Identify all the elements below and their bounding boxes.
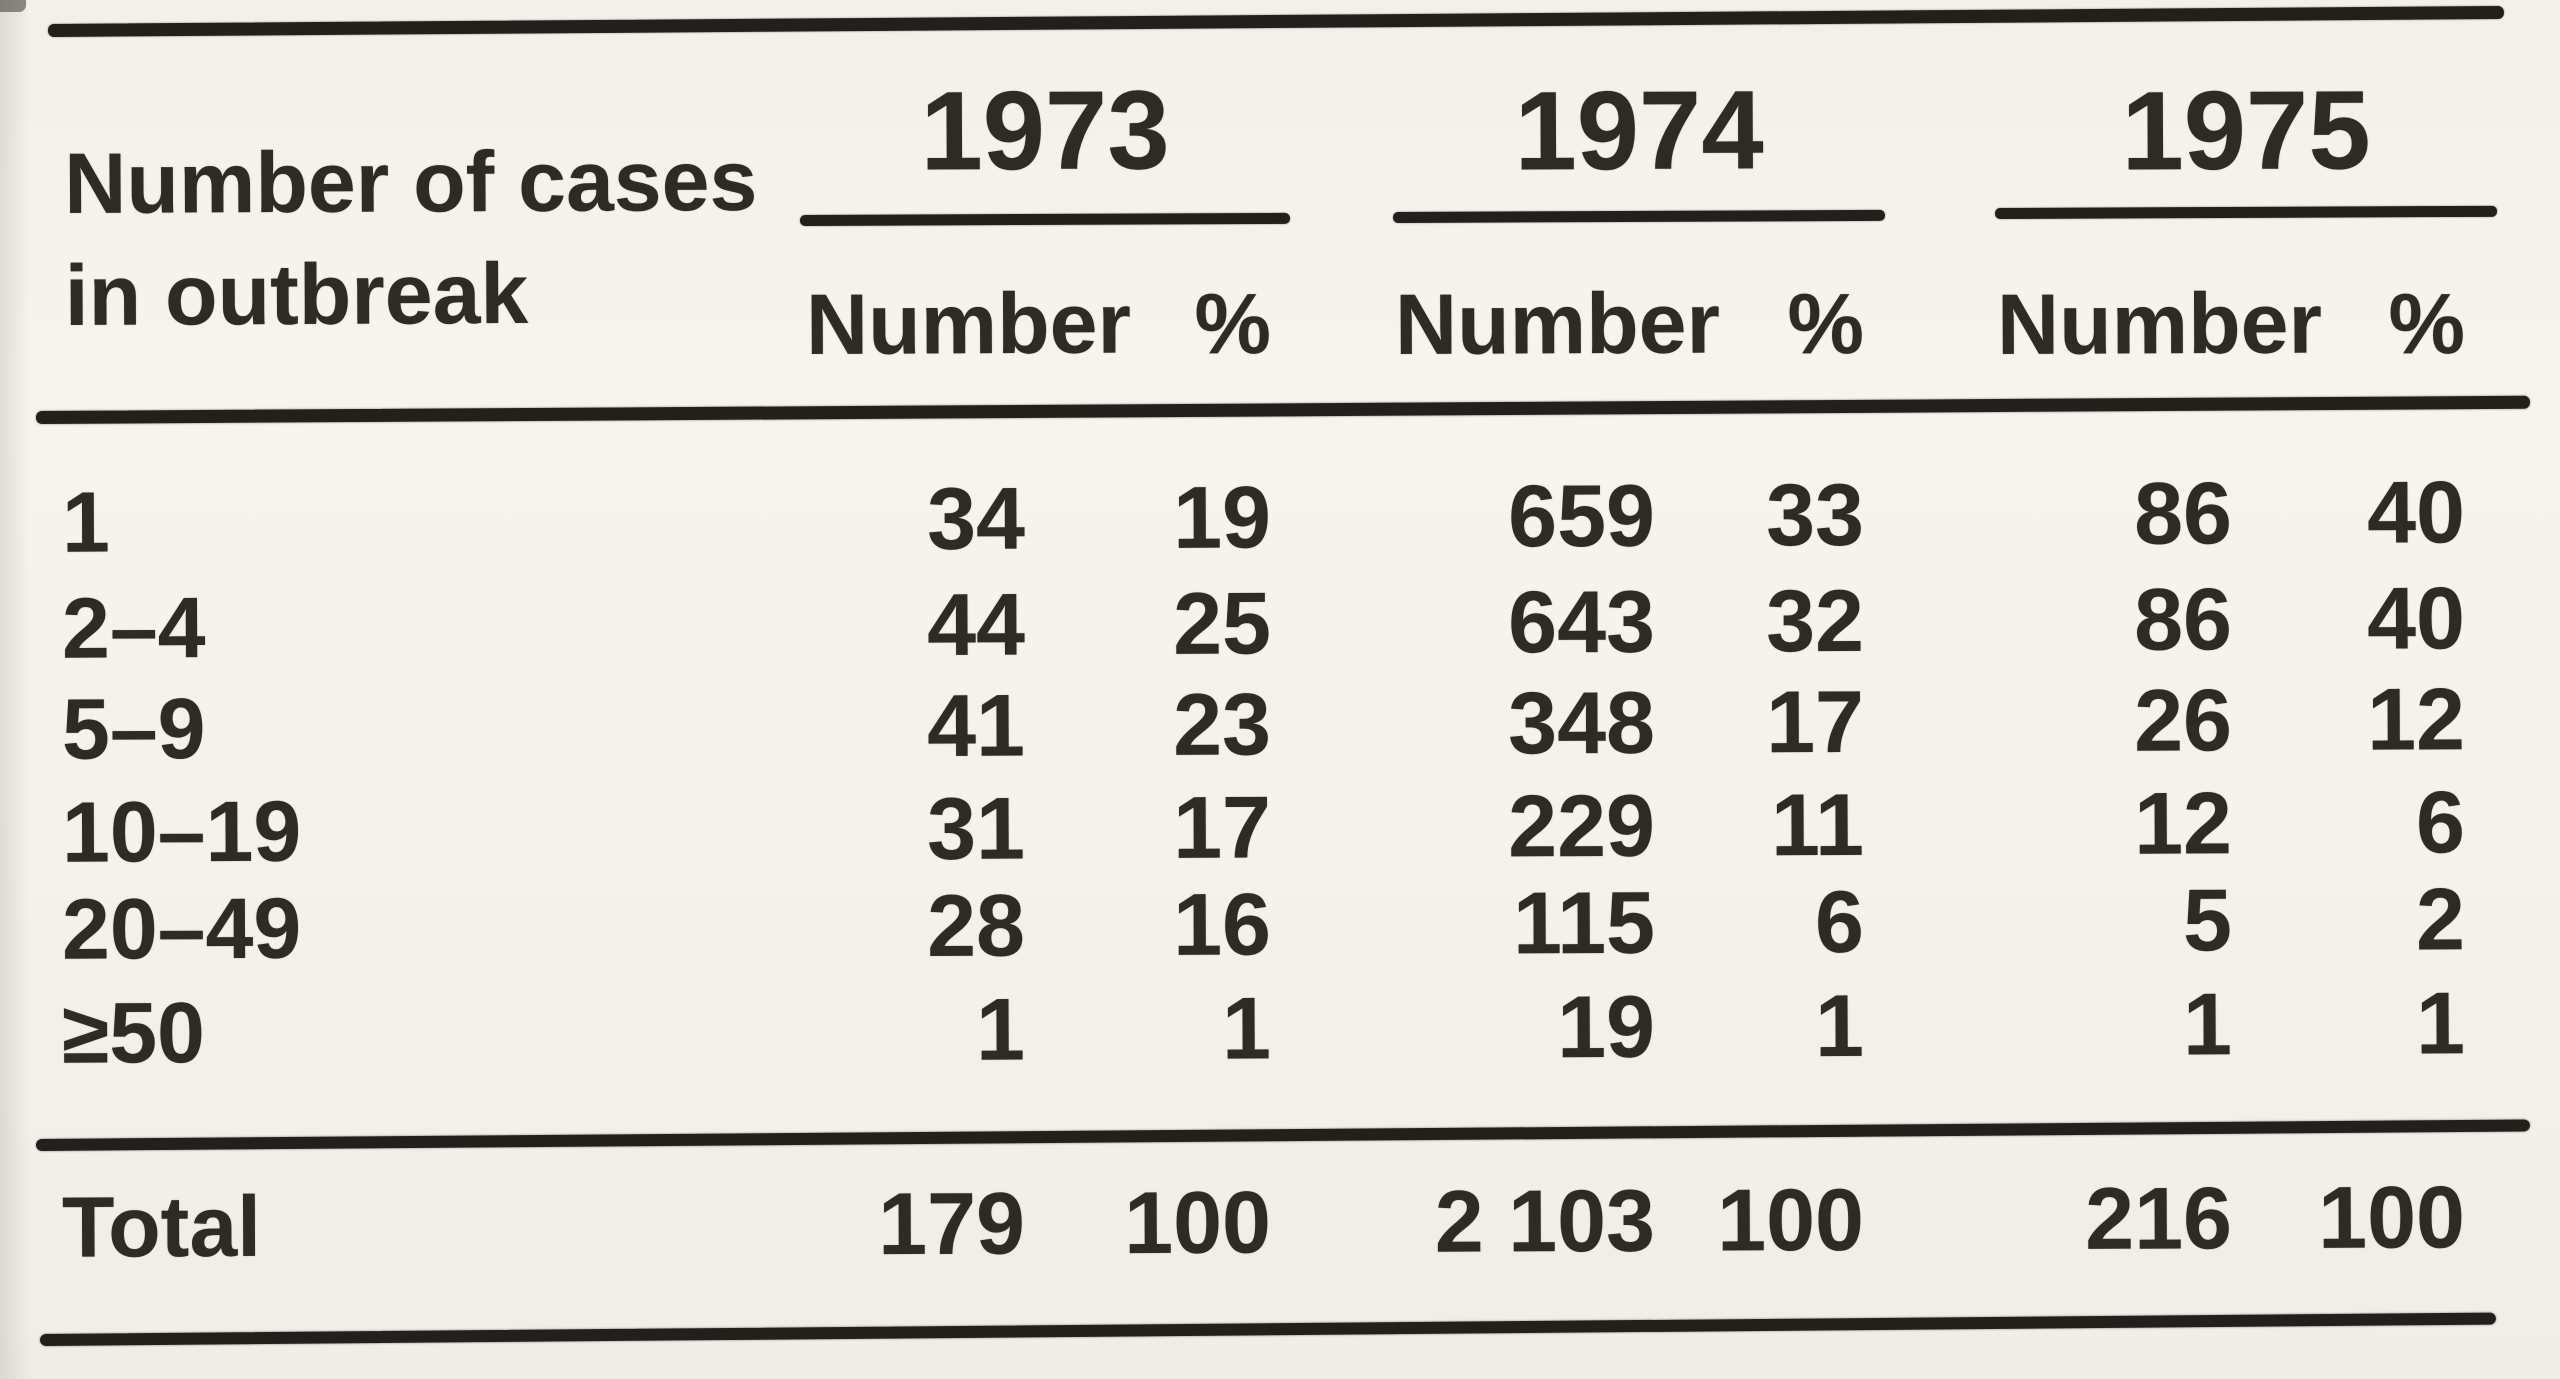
cell-1973-number: 41 [926,675,1026,775]
cell-1975-percent: 40 [2366,568,2466,668]
row-label: 10–19 [61,783,302,881]
row-label: ≥50 [61,985,206,1082]
total-row-label: Total [61,1178,262,1276]
cell-1975-percent: 2 [2415,869,2466,969]
cell-1974-percent: 6 [1814,871,1865,972]
cell-1973-percent: 23 [1172,674,1272,774]
row-header-line1: Number of cases [64,132,758,232]
cell-1973-number: 28 [926,875,1026,975]
cell-1973-percent: 1 [1221,978,1272,1078]
cell-1975-number: 86 [2133,569,2233,669]
table-row: ≥50 1 1 19 1 1 1 [0,973,2560,1082]
table-row: 10–19 31 17 229 11 12 6 [0,772,2560,881]
row-label: 20–49 [61,880,302,978]
cell-1973-percent: 25 [1172,573,1272,673]
cell-1975-percent: 1 [2415,973,2466,1073]
table-row: 2–4 44 25 643 32 86 40 [0,568,2560,677]
total-1975-percent: 100 [2317,1167,2466,1267]
column-header-percent-1973: % [1194,276,1272,373]
total-row: Total 179 100 2 103 100 216 100 [0,1167,2560,1276]
cell-1974-number: 229 [1507,775,1656,876]
scan-corner-artifact [0,0,26,12]
year-1974-underline-rule [1392,209,1886,223]
year-1973-underline-rule [799,212,1291,226]
cell-1975-number: 86 [2133,463,2233,563]
year-header-1974: 1974 [1514,67,1764,194]
cell-1974-number: 348 [1507,672,1656,773]
total-1973-percent: 100 [1123,1172,1272,1273]
cell-1973-percent: 19 [1172,467,1272,567]
cell-1974-percent: 33 [1765,464,1865,565]
table-bottom-rule [39,1312,2496,1346]
total-1973-number: 179 [877,1173,1026,1274]
cell-1973-number: 31 [926,778,1026,878]
cell-1974-number: 659 [1507,465,1656,566]
cell-1974-number: 643 [1507,571,1656,672]
total-1974-number: 2 103 [1434,1170,1656,1271]
cell-1975-percent: 40 [2366,462,2466,562]
total-separator-rule [35,1119,2530,1151]
column-header-percent-1975: % [2388,276,2466,373]
table-top-rule [47,5,2504,37]
row-label: 2–4 [61,580,206,677]
table-row: 1 34 19 659 33 86 40 [0,462,2560,571]
cell-1974-percent: 11 [1770,774,1865,875]
cell-1974-percent: 32 [1765,570,1865,671]
total-1974-percent: 100 [1716,1169,1865,1270]
cell-1975-percent: 12 [2366,669,2466,769]
cell-1973-percent: 17 [1172,777,1272,877]
cell-1975-number: 1 [2182,974,2233,1074]
cell-1974-number: 115 [1512,872,1656,973]
cell-1974-percent: 1 [1814,975,1865,1076]
row-header-line2: in outbreak [64,245,529,344]
cell-1973-number: 1 [975,979,1026,1079]
cell-1973-number: 34 [926,468,1026,568]
year-header-1975: 1975 [2121,67,2371,194]
table-row: 20–49 28 16 115 6 5 2 [0,869,2560,978]
cell-1975-number: 26 [2133,670,2233,770]
row-header-title: Number of cases in outbreak [64,125,758,352]
cell-1975-number: 12 [2133,773,2233,873]
year-1975-underline-rule [1994,205,2498,219]
cell-1974-number: 19 [1556,976,1656,1077]
total-1975-number: 216 [2084,1168,2233,1268]
cell-1975-percent: 6 [2415,772,2466,872]
cell-1973-percent: 16 [1172,874,1272,974]
column-header-percent-1974: % [1787,276,1865,373]
cell-1975-number: 5 [2182,870,2233,970]
row-label: 5–9 [61,681,206,778]
header-separator-rule [35,395,2530,424]
cell-1973-number: 44 [926,574,1026,674]
year-header-1973: 1973 [920,67,1170,194]
table-row: 5–9 41 23 348 17 26 12 [0,669,2560,778]
row-label: 1 [61,474,111,571]
cell-1974-percent: 17 [1765,671,1865,772]
